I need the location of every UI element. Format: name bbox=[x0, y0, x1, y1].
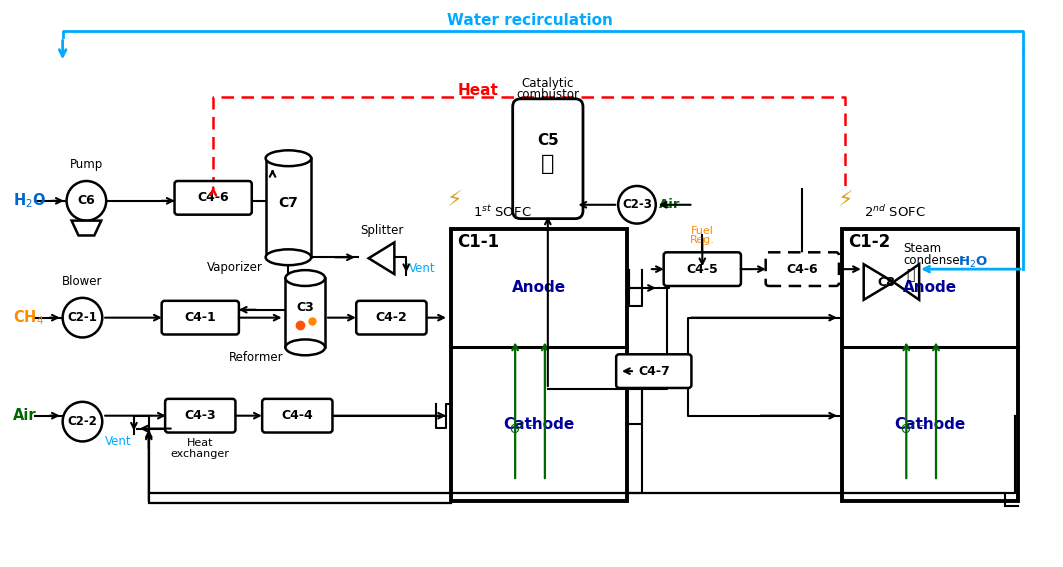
Text: Steam: Steam bbox=[904, 242, 942, 255]
Text: 2$^{nd}$ SOFC: 2$^{nd}$ SOFC bbox=[864, 204, 926, 219]
Text: C4-3: C4-3 bbox=[185, 409, 216, 422]
Text: C1-2: C1-2 bbox=[848, 232, 890, 251]
Text: Vent: Vent bbox=[409, 261, 436, 274]
FancyBboxPatch shape bbox=[162, 301, 239, 335]
Text: Reg.: Reg. bbox=[690, 235, 714, 246]
FancyBboxPatch shape bbox=[617, 354, 691, 388]
FancyBboxPatch shape bbox=[174, 181, 252, 215]
Text: exchanger: exchanger bbox=[171, 450, 230, 459]
Text: combustor: combustor bbox=[517, 88, 579, 101]
Text: condenser: condenser bbox=[904, 253, 965, 266]
Text: Cathode: Cathode bbox=[894, 417, 965, 431]
Text: C3: C3 bbox=[297, 301, 314, 314]
Text: C2-2: C2-2 bbox=[68, 415, 98, 428]
Polygon shape bbox=[71, 221, 101, 235]
Bar bbox=[266, 158, 311, 257]
Text: Fuel: Fuel bbox=[691, 226, 713, 235]
Text: Heat: Heat bbox=[458, 83, 499, 99]
Text: O$^{2-}$: O$^{2-}$ bbox=[900, 421, 926, 437]
Text: C4-4: C4-4 bbox=[282, 409, 314, 422]
Text: C5: C5 bbox=[537, 133, 559, 149]
Text: Splitter: Splitter bbox=[359, 225, 403, 238]
Text: Catalytic: Catalytic bbox=[522, 78, 574, 91]
Text: 1$^{st}$ SOFC: 1$^{st}$ SOFC bbox=[473, 204, 532, 219]
Text: Pump: Pump bbox=[70, 158, 103, 171]
FancyBboxPatch shape bbox=[165, 399, 235, 433]
Text: Air: Air bbox=[659, 198, 680, 211]
Text: 🔥: 🔥 bbox=[541, 154, 555, 174]
Text: C1-1: C1-1 bbox=[457, 232, 499, 251]
Text: C4-2: C4-2 bbox=[375, 311, 407, 324]
Polygon shape bbox=[369, 243, 394, 274]
Text: H$_2$O: H$_2$O bbox=[958, 255, 988, 270]
Ellipse shape bbox=[266, 150, 311, 166]
FancyBboxPatch shape bbox=[356, 301, 426, 335]
Circle shape bbox=[67, 181, 106, 221]
Bar bbox=[842, 229, 1018, 501]
Text: Reformer: Reformer bbox=[229, 351, 284, 364]
Text: O$^{2-}$: O$^{2-}$ bbox=[509, 421, 535, 437]
Text: Cathode: Cathode bbox=[503, 417, 575, 431]
Ellipse shape bbox=[286, 270, 325, 286]
Text: C4-5: C4-5 bbox=[687, 263, 719, 276]
FancyBboxPatch shape bbox=[663, 252, 741, 286]
Circle shape bbox=[63, 402, 102, 442]
FancyBboxPatch shape bbox=[512, 99, 583, 219]
Text: C4-1: C4-1 bbox=[184, 311, 216, 324]
Text: Anode: Anode bbox=[512, 281, 566, 295]
Circle shape bbox=[63, 298, 102, 337]
Text: C8: C8 bbox=[878, 276, 895, 289]
Text: H$_2$O: H$_2$O bbox=[13, 192, 46, 210]
Text: C7: C7 bbox=[279, 196, 299, 210]
Text: C2-3: C2-3 bbox=[622, 198, 652, 211]
Text: ⚡: ⚡ bbox=[837, 191, 853, 211]
Text: Air: Air bbox=[13, 408, 37, 423]
Text: C4-6: C4-6 bbox=[198, 191, 229, 204]
Text: Vent: Vent bbox=[105, 435, 132, 448]
Text: Anode: Anode bbox=[902, 281, 957, 295]
Circle shape bbox=[619, 186, 656, 223]
Text: Heat: Heat bbox=[187, 438, 214, 448]
Text: C6: C6 bbox=[78, 194, 96, 208]
Ellipse shape bbox=[266, 249, 311, 265]
Text: C2-1: C2-1 bbox=[68, 311, 98, 324]
Text: Water recirculation: Water recirculation bbox=[448, 13, 613, 28]
Polygon shape bbox=[864, 264, 893, 300]
Bar bbox=[451, 229, 627, 501]
Text: C4-7: C4-7 bbox=[638, 365, 670, 378]
Text: C4-6: C4-6 bbox=[787, 263, 819, 276]
Text: Vaporizer: Vaporizer bbox=[207, 261, 263, 274]
FancyBboxPatch shape bbox=[765, 252, 839, 286]
Polygon shape bbox=[893, 264, 919, 300]
Ellipse shape bbox=[286, 340, 325, 356]
Text: 💧: 💧 bbox=[907, 268, 914, 282]
Text: ⚡: ⚡ bbox=[445, 191, 461, 211]
Text: CH$_4$: CH$_4$ bbox=[13, 308, 45, 327]
FancyBboxPatch shape bbox=[263, 399, 333, 433]
Text: Blower: Blower bbox=[63, 275, 103, 288]
Bar bbox=[286, 278, 325, 348]
